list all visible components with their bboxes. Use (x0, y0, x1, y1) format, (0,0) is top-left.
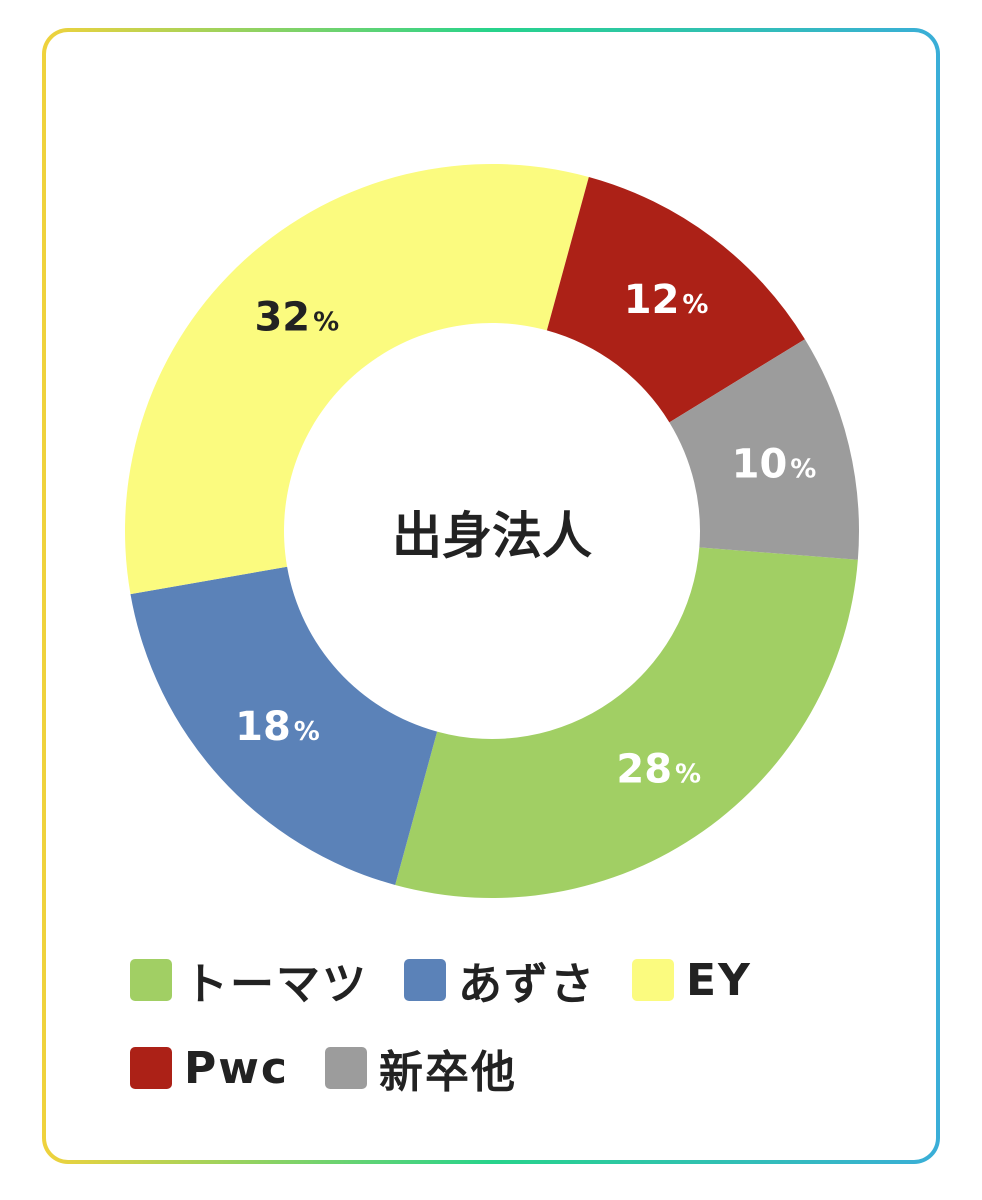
legend-swatch (324, 1047, 367, 1089)
legend-swatch (130, 1047, 172, 1089)
donut-chart: 28 % 18 % 32% 12 % 10% 出身法人 (124, 163, 859, 898)
chart-legend: トーマツ あずさ EY Pwc 新卒他 (130, 950, 830, 1126)
legend-swatch (130, 959, 172, 1001)
slice-label-0: 28% (616, 746, 701, 792)
legend-row: Pwc 新卒他 (130, 1038, 830, 1098)
slice-2 (124, 163, 589, 595)
center-label: 出身法人 (392, 507, 592, 565)
legend-label: あずさ (458, 959, 596, 1010)
legend-swatch (632, 959, 674, 1001)
slice-label-2: 32% (254, 295, 339, 341)
slice-0 (395, 547, 858, 898)
legend-swatch (404, 959, 446, 1001)
legend-row: トーマツ あずさ EY (130, 950, 830, 1010)
donut-slices (124, 163, 859, 898)
slice-labels: 28 % 18 % 32% 12 % 10% (235, 277, 816, 792)
legend-label: Pwc (184, 1042, 289, 1094)
legend-item: Pwc (130, 1043, 289, 1094)
legend-item: 新卒他 (324, 1036, 517, 1100)
legend-item: トーマツ (130, 948, 368, 1012)
slice-label-3: 12% (624, 277, 709, 323)
slice-4 (669, 339, 859, 560)
legend-item: あずさ (404, 948, 596, 1012)
slice-label-1: 18% (235, 704, 320, 750)
slice-3 (546, 177, 805, 423)
legend-label: 新卒他 (378, 1047, 517, 1098)
slice-label-4: 10% (732, 441, 817, 487)
legend-item: EY (632, 955, 752, 1006)
legend-label: EY (686, 954, 752, 1006)
legend-label: トーマツ (184, 959, 368, 1010)
slice-1 (130, 566, 438, 885)
